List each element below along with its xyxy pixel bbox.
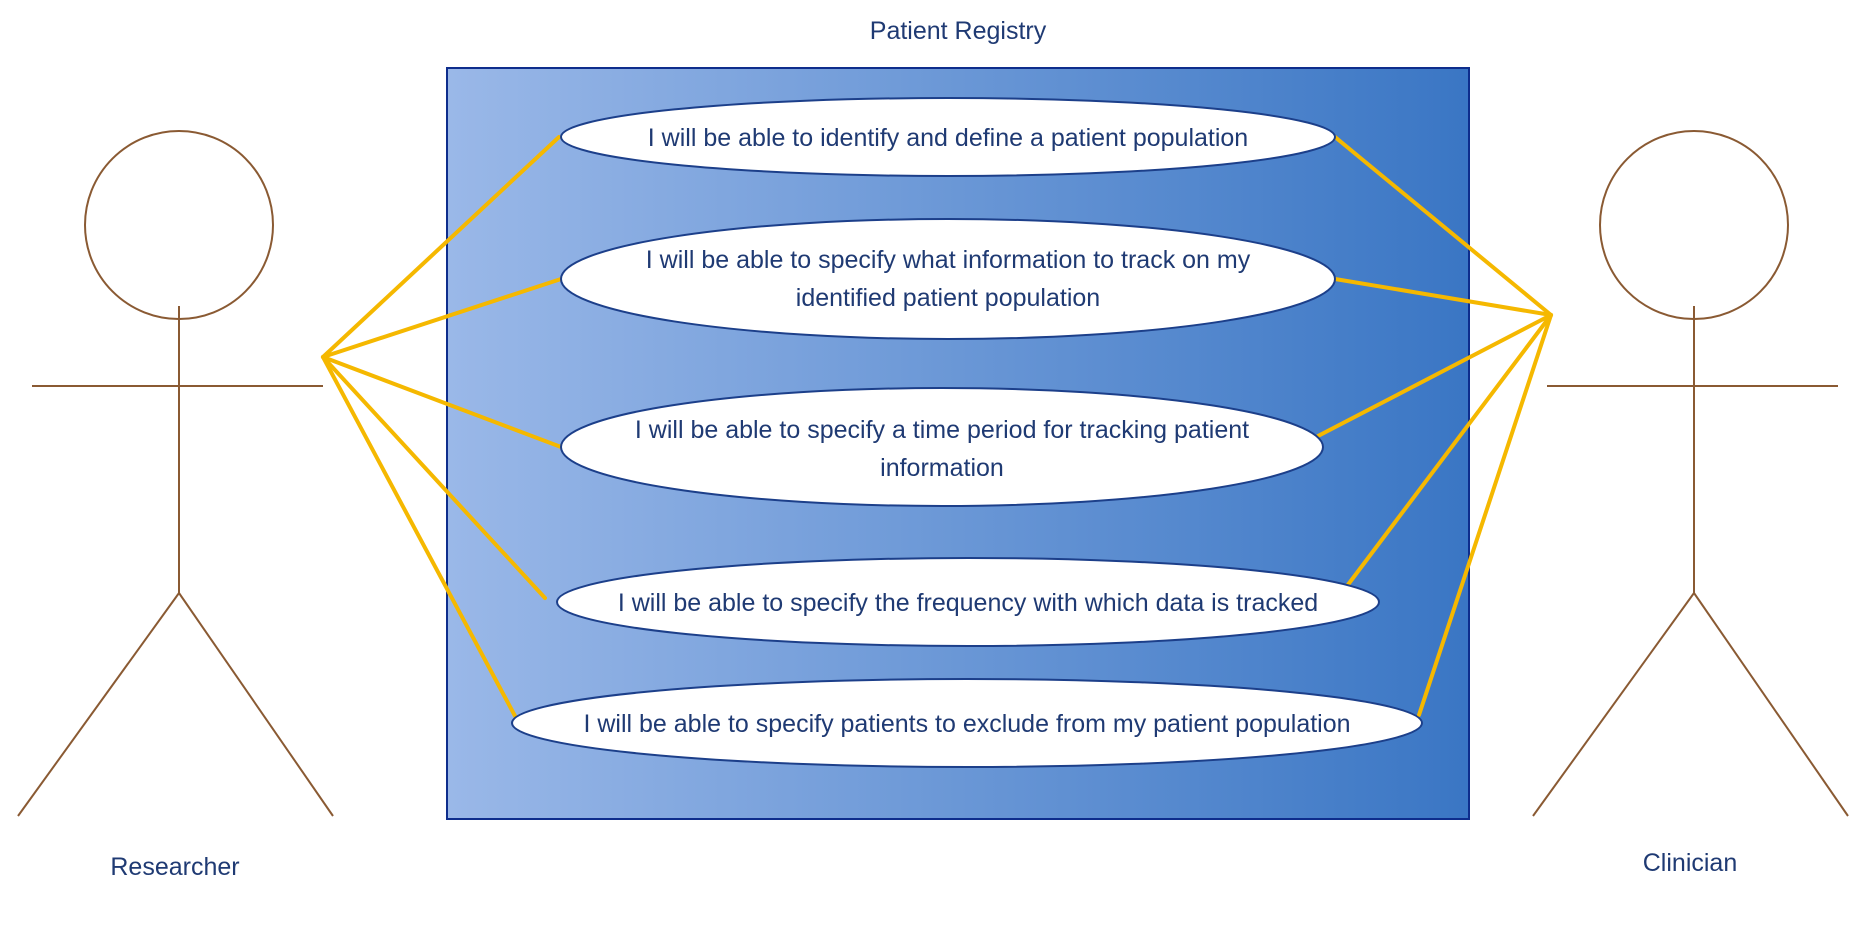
actor-right-leg xyxy=(178,592,334,817)
association-line-clinician-uc5 xyxy=(1417,313,1553,717)
actor-left-leg xyxy=(17,592,180,817)
actor-head xyxy=(1599,130,1789,320)
association-line-clinician-uc4 xyxy=(1342,313,1553,592)
association-line-clinician-uc1 xyxy=(1333,135,1553,317)
use-cases: I will be able to identify and define a … xyxy=(511,97,1423,768)
use-case-label: I will be able to specify the frequency … xyxy=(618,589,1318,617)
use-case-label: I will be able to specify what informati… xyxy=(646,246,1251,274)
actor-right-leg xyxy=(1693,592,1849,817)
use-case-ellipse xyxy=(556,557,1380,647)
use-case[interactable]: I will be able to specify the frequency … xyxy=(556,557,1380,647)
actor-researcher[interactable]: Researcher xyxy=(17,130,334,881)
association-line-clinician-uc3 xyxy=(1316,313,1553,438)
use-case-label: identified patient population xyxy=(796,284,1100,312)
use-case-ellipse xyxy=(560,97,1336,177)
use-case-ellipse xyxy=(511,678,1423,768)
association-line-researcher-uc4 xyxy=(321,355,547,600)
association-line-researcher-uc1 xyxy=(321,135,561,359)
use-case[interactable]: I will be able to specify patients to ex… xyxy=(511,678,1423,768)
association-line-researcher-uc3 xyxy=(321,355,563,449)
use-case[interactable]: I will be able to specify a time period … xyxy=(560,387,1324,507)
actor-clinician[interactable]: Clinician xyxy=(1532,130,1849,877)
use-case[interactable]: I will be able to identify and define a … xyxy=(560,97,1336,177)
use-case-ellipse xyxy=(560,218,1336,340)
associations xyxy=(321,135,1553,718)
use-case-label: information xyxy=(880,454,1004,482)
system-title: Patient Registry xyxy=(870,17,1047,45)
actor-left-leg xyxy=(1532,592,1695,817)
association-line-researcher-uc5 xyxy=(321,355,517,718)
actor-name: Researcher xyxy=(110,853,239,881)
association-line-researcher-uc2 xyxy=(321,277,563,359)
use-case-label: I will be able to identify and define a … xyxy=(648,124,1248,152)
use-case-ellipse xyxy=(560,387,1324,507)
actor-head xyxy=(84,130,274,320)
use-case-label: I will be able to specify patients to ex… xyxy=(583,710,1350,738)
use-case[interactable]: I will be able to specify what informati… xyxy=(560,218,1336,340)
association-line-clinician-uc2 xyxy=(1333,277,1553,317)
use-case-label: I will be able to specify a time period … xyxy=(635,416,1249,444)
actor-name: Clinician xyxy=(1643,849,1737,877)
